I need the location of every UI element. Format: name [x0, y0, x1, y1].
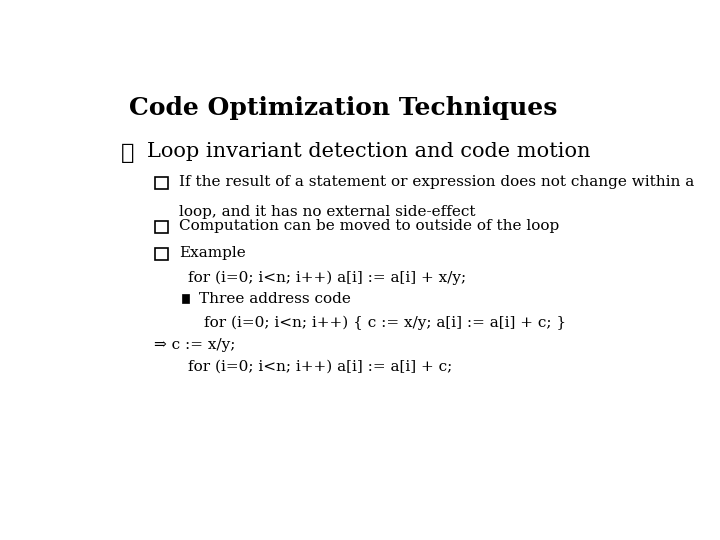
Text: Computation can be moved to outside of the loop: Computation can be moved to outside of t… — [179, 219, 559, 233]
Text: loop, and it has no external side-effect: loop, and it has no external side-effect — [179, 205, 476, 219]
Text: If the result of a statement or expression does not change within a: If the result of a statement or expressi… — [179, 175, 695, 189]
Text: Example: Example — [179, 246, 246, 260]
Text: for (i=0; i<n; i++) a[i] := a[i] + x/y;: for (i=0; i<n; i++) a[i] := a[i] + x/y; — [188, 271, 466, 285]
Bar — [156, 177, 168, 190]
Text: for (i=0; i<n; i++) a[i] := a[i] + c;: for (i=0; i<n; i++) a[i] := a[i] + c; — [188, 360, 452, 374]
Text: for (i=0; i<n; i++) { c := x/y; a[i] := a[i] + c; }: for (i=0; i<n; i++) { c := x/y; a[i] := … — [204, 315, 567, 329]
Bar — [181, 294, 189, 303]
Bar — [156, 220, 168, 233]
Text: ⇒ c := x/y;: ⇒ c := x/y; — [154, 339, 235, 353]
Bar — [156, 247, 168, 260]
Text: Three address code: Three address code — [199, 292, 351, 306]
Text: Code Optimization Techniques: Code Optimization Techniques — [129, 96, 557, 120]
Text: Loop invariant detection and code motion: Loop invariant detection and code motion — [148, 141, 591, 161]
Text: ❖: ❖ — [121, 141, 134, 164]
